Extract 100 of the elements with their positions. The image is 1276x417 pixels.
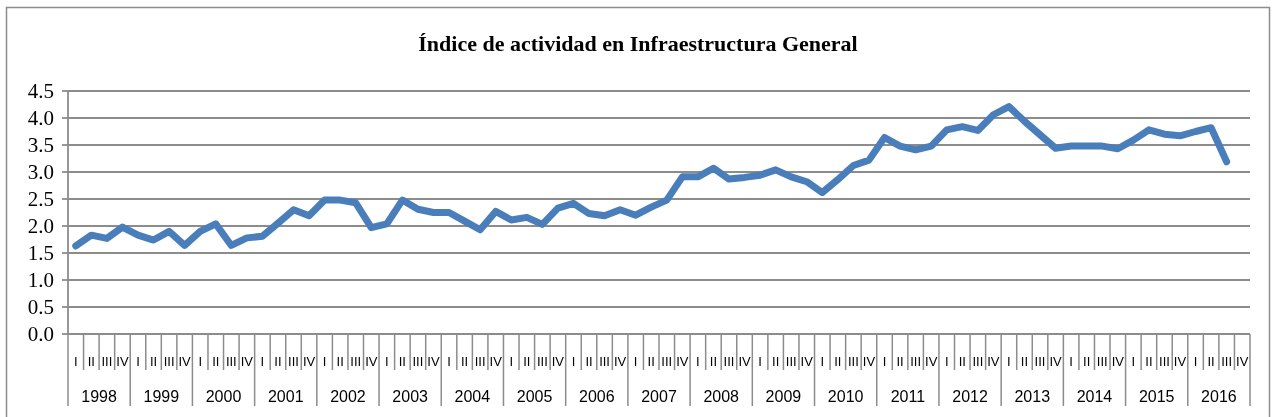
- x-tick-label: I: [73, 354, 78, 369]
- text: 2015: [1138, 388, 1175, 405]
- x-tick-label: IV: [427, 354, 440, 369]
- x-tick-label: II: [398, 354, 406, 369]
- x-tick-label: IV: [738, 354, 751, 369]
- x-tick-label: III: [1034, 354, 1046, 369]
- text: 2005: [516, 388, 553, 405]
- x-tick-label: II: [149, 354, 158, 369]
- x-tick-label: III: [350, 354, 362, 369]
- x-tick-label: IV: [551, 354, 565, 369]
- x-tick-label: II: [834, 354, 842, 369]
- y-tick-label: 4.5: [27, 79, 54, 104]
- x-tick-label: IV: [862, 354, 876, 369]
- x-tick-label: I: [758, 354, 762, 369]
- x-tick-label: III: [910, 354, 922, 369]
- x-tick-label: IV: [987, 354, 1000, 369]
- y-tick-label: 3.0: [27, 160, 54, 185]
- x-tick-label: IV: [116, 354, 129, 369]
- x-tick-label: I: [1193, 354, 1198, 369]
- x-tick-label: II: [87, 354, 95, 369]
- x-tick-label: I: [385, 354, 389, 369]
- x-tick-label: II: [1020, 354, 1029, 369]
- text: 2012: [952, 388, 988, 405]
- x-tick-label: III: [972, 354, 984, 369]
- x-tick-label: II: [1083, 354, 1091, 369]
- x-tick-label: IV: [613, 354, 627, 369]
- text: 2016: [1201, 388, 1237, 405]
- x-tick-label: II: [274, 354, 282, 369]
- x-tick-label: I: [696, 354, 700, 369]
- text: 2006: [578, 388, 615, 405]
- x-tick-label: II: [896, 354, 904, 369]
- text: 2008: [703, 388, 740, 405]
- x-tick-label: III: [1221, 354, 1233, 369]
- x-tick-label: I: [1131, 354, 1136, 369]
- y-tick-label: 1.0: [27, 268, 54, 293]
- y-tick-label: 3.5: [27, 133, 54, 158]
- x-tick-label: IV: [302, 354, 316, 369]
- x-tick-label: I: [1069, 354, 1073, 369]
- y-tick-label: 2.0: [27, 214, 54, 239]
- y-tick-label: 1.5: [27, 241, 54, 266]
- x-tick-label: IV: [365, 354, 378, 369]
- x-tick-label: II: [460, 354, 469, 369]
- x-tick-label: I: [944, 354, 949, 369]
- x-tick-label: IV: [489, 354, 503, 369]
- x-tick-label: IV: [178, 354, 192, 369]
- x-tick-label: III: [101, 354, 113, 369]
- text: 2001: [267, 388, 304, 405]
- y-tick-label: 0.5: [27, 295, 54, 320]
- x-tick-label: III: [723, 354, 735, 369]
- x-tick-label: III: [288, 354, 299, 369]
- chart-title: Índice de actividad en Infraestructura General: [418, 31, 858, 56]
- x-tick-label: II: [523, 354, 531, 369]
- x-tick-label: IV: [676, 354, 689, 369]
- x-tick-label: III: [225, 354, 237, 369]
- x-tick-label: IV: [925, 354, 938, 369]
- text: 2000: [205, 388, 242, 405]
- x-tick-label: III: [163, 354, 175, 369]
- x-tick-label: II: [709, 354, 718, 369]
- x-tick-label: III: [536, 354, 548, 369]
- text: 2009: [765, 388, 802, 405]
- x-tick-label: III: [599, 354, 610, 369]
- x-tick-label: I: [447, 354, 451, 369]
- x-tick-label: I: [820, 354, 825, 369]
- x-tick-label: IV: [1236, 354, 1249, 369]
- text: 2007: [641, 388, 677, 405]
- x-tick-label: II: [958, 354, 966, 369]
- text: 2004: [454, 388, 491, 405]
- x-tick-label: III: [1096, 354, 1108, 369]
- x-tick-label: I: [136, 354, 140, 369]
- x-tick-label: I: [322, 354, 327, 369]
- text: 2014: [1076, 388, 1113, 405]
- x-tick-label: IV: [800, 354, 814, 369]
- x-tick-label: I: [633, 354, 638, 369]
- y-tick-label: 4.0: [27, 106, 54, 131]
- x-tick-label: II: [212, 354, 220, 369]
- x-tick-label: II: [647, 354, 655, 369]
- y-tick-label: 0.0: [27, 322, 54, 347]
- x-tick-label: III: [785, 354, 797, 369]
- y-tick-label: 2.5: [27, 187, 54, 212]
- x-tick-label: I: [571, 354, 576, 369]
- text: 1998: [81, 388, 117, 405]
- x-tick-label: I: [260, 354, 265, 369]
- text: 2011: [890, 388, 926, 405]
- x-tick-label: I: [509, 354, 514, 369]
- x-tick-label: I: [198, 354, 203, 369]
- x-tick-label: III: [474, 354, 486, 369]
- x-tick-label: I: [1007, 354, 1011, 369]
- x-tick-label: I: [882, 354, 887, 369]
- x-tick-label: IV: [1111, 354, 1125, 369]
- x-tick-label: II: [1207, 354, 1215, 369]
- x-tick-label: II: [1145, 354, 1153, 369]
- text: 2002: [330, 388, 366, 405]
- x-tick-label: III: [661, 354, 673, 369]
- text: 2010: [827, 388, 864, 405]
- x-tick-label: III: [1159, 354, 1170, 369]
- x-tick-label: IV: [1173, 354, 1187, 369]
- text: 1999: [143, 388, 180, 405]
- x-tick-label: II: [772, 354, 780, 369]
- x-tick-label: IV: [240, 354, 254, 369]
- x-tick-label: II: [336, 354, 344, 369]
